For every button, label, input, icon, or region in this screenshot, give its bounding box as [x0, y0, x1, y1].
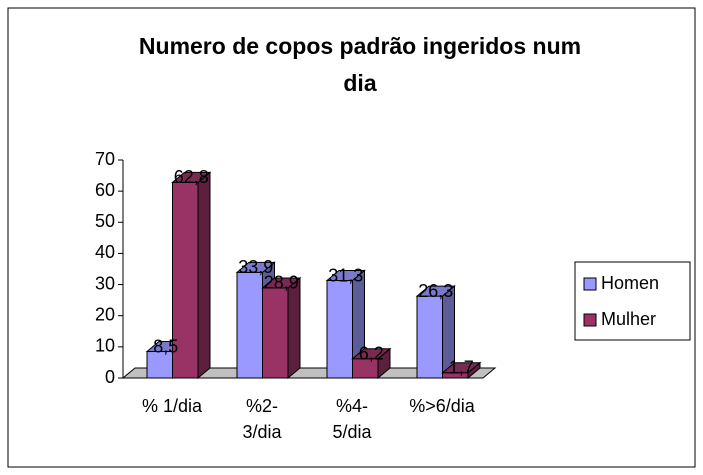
bar-top: [325, 270, 366, 282]
x-tick-label: %>6/dia: [409, 396, 475, 416]
value-label: 1,7: [449, 357, 474, 377]
y-tick-label: 20: [95, 304, 115, 324]
value-label: 33,9: [238, 257, 273, 277]
bar-side: [287, 276, 301, 380]
value-label: 26,3: [418, 281, 453, 301]
bar-top: [415, 285, 456, 297]
legend-swatch: [583, 313, 597, 327]
bar: [326, 280, 353, 379]
bar-side: [197, 171, 211, 380]
legend-box: [574, 261, 691, 341]
bar-top: [441, 362, 482, 374]
bar-top: [235, 261, 276, 273]
x-tick-label: %4-5/dia: [332, 396, 372, 442]
legend-label: Homen: [601, 273, 659, 293]
y-tick-label: 0: [105, 367, 115, 387]
y-tick-label: 40: [95, 242, 115, 262]
y-tick-label: 60: [95, 180, 115, 200]
y-tick-label: 30: [95, 273, 115, 293]
value-label: 6,2: [359, 343, 384, 363]
bar-top: [351, 348, 392, 360]
bar: [172, 181, 199, 379]
y-tick-label: 50: [95, 211, 115, 231]
bar: [236, 271, 263, 379]
value-label: 31,3: [328, 265, 363, 285]
chart-title: Numero de copos padrão ingeridos num dia: [138, 33, 582, 96]
value-label: 8,5: [153, 336, 178, 356]
y-tick-label: 10: [95, 336, 115, 356]
legend-swatch: [583, 277, 597, 291]
value-label: 62,8: [174, 167, 209, 187]
legend-label: Mulher: [601, 309, 656, 329]
bar: [262, 287, 289, 379]
value-label: 28,9: [264, 273, 299, 293]
x-tick-label: % 1/dia: [141, 396, 203, 416]
y-tick-label: 70: [95, 149, 115, 169]
bar-top: [261, 277, 302, 289]
x-tick-label: %2-3/dia: [242, 396, 282, 442]
bar: [416, 295, 443, 379]
bar-top: [171, 171, 212, 183]
